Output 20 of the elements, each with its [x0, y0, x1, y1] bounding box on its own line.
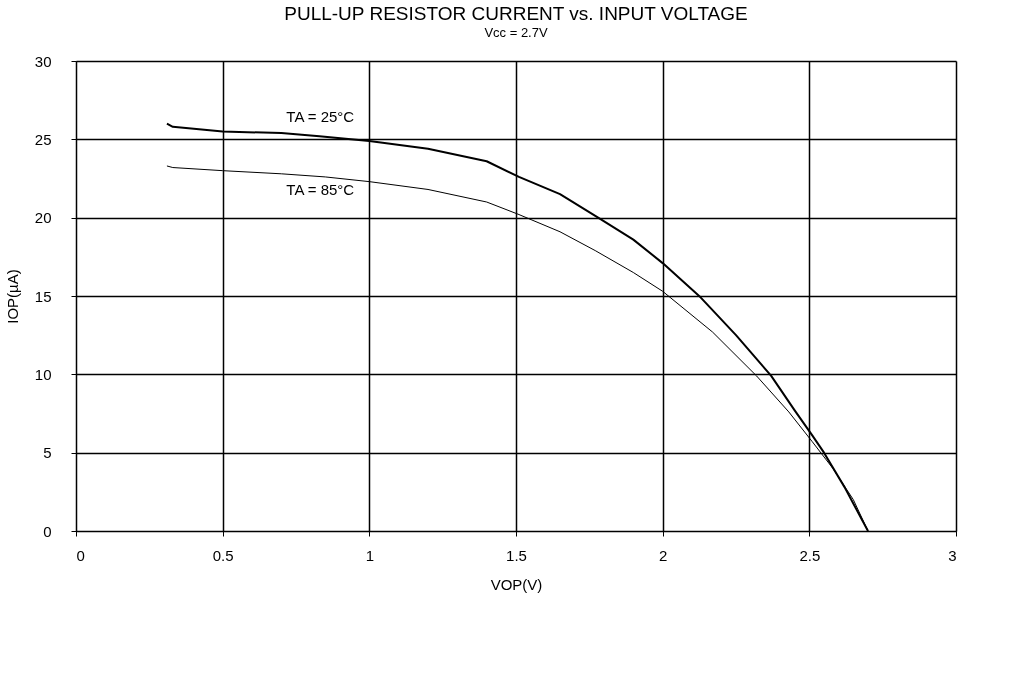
y-tick-label: 15	[34, 287, 52, 305]
y-tick-label: 10	[34, 365, 52, 383]
x-tick-label: 3	[948, 546, 957, 564]
x-tick-label: 2.5	[799, 546, 821, 564]
x-tick-label: 0.5	[212, 546, 234, 564]
chart-title: PULL-UP RESISTOR CURRENT vs. INPUT VOLTAGE	[284, 3, 748, 24]
series-label: TA = 85°C	[286, 180, 355, 198]
x-tick-label: 2	[658, 546, 668, 564]
y-axis-title: IOP(µA)	[3, 269, 21, 324]
y-tick-label: 20	[34, 209, 52, 227]
x-tick-label: 1	[365, 546, 375, 564]
x-tick-label: 1.5	[506, 546, 527, 564]
x-axis-title: VOP(V)	[490, 575, 543, 593]
x-tick-label: 0	[76, 546, 85, 564]
y-tick-label: 5	[43, 444, 52, 462]
y-tick-label: 30	[34, 52, 52, 70]
series-label: TA = 25°C	[286, 108, 355, 126]
chart-subtitle: Vcc = 2.7V	[484, 25, 548, 40]
y-tick-label: 0	[43, 522, 52, 540]
y-tick-label: 25	[34, 130, 52, 148]
